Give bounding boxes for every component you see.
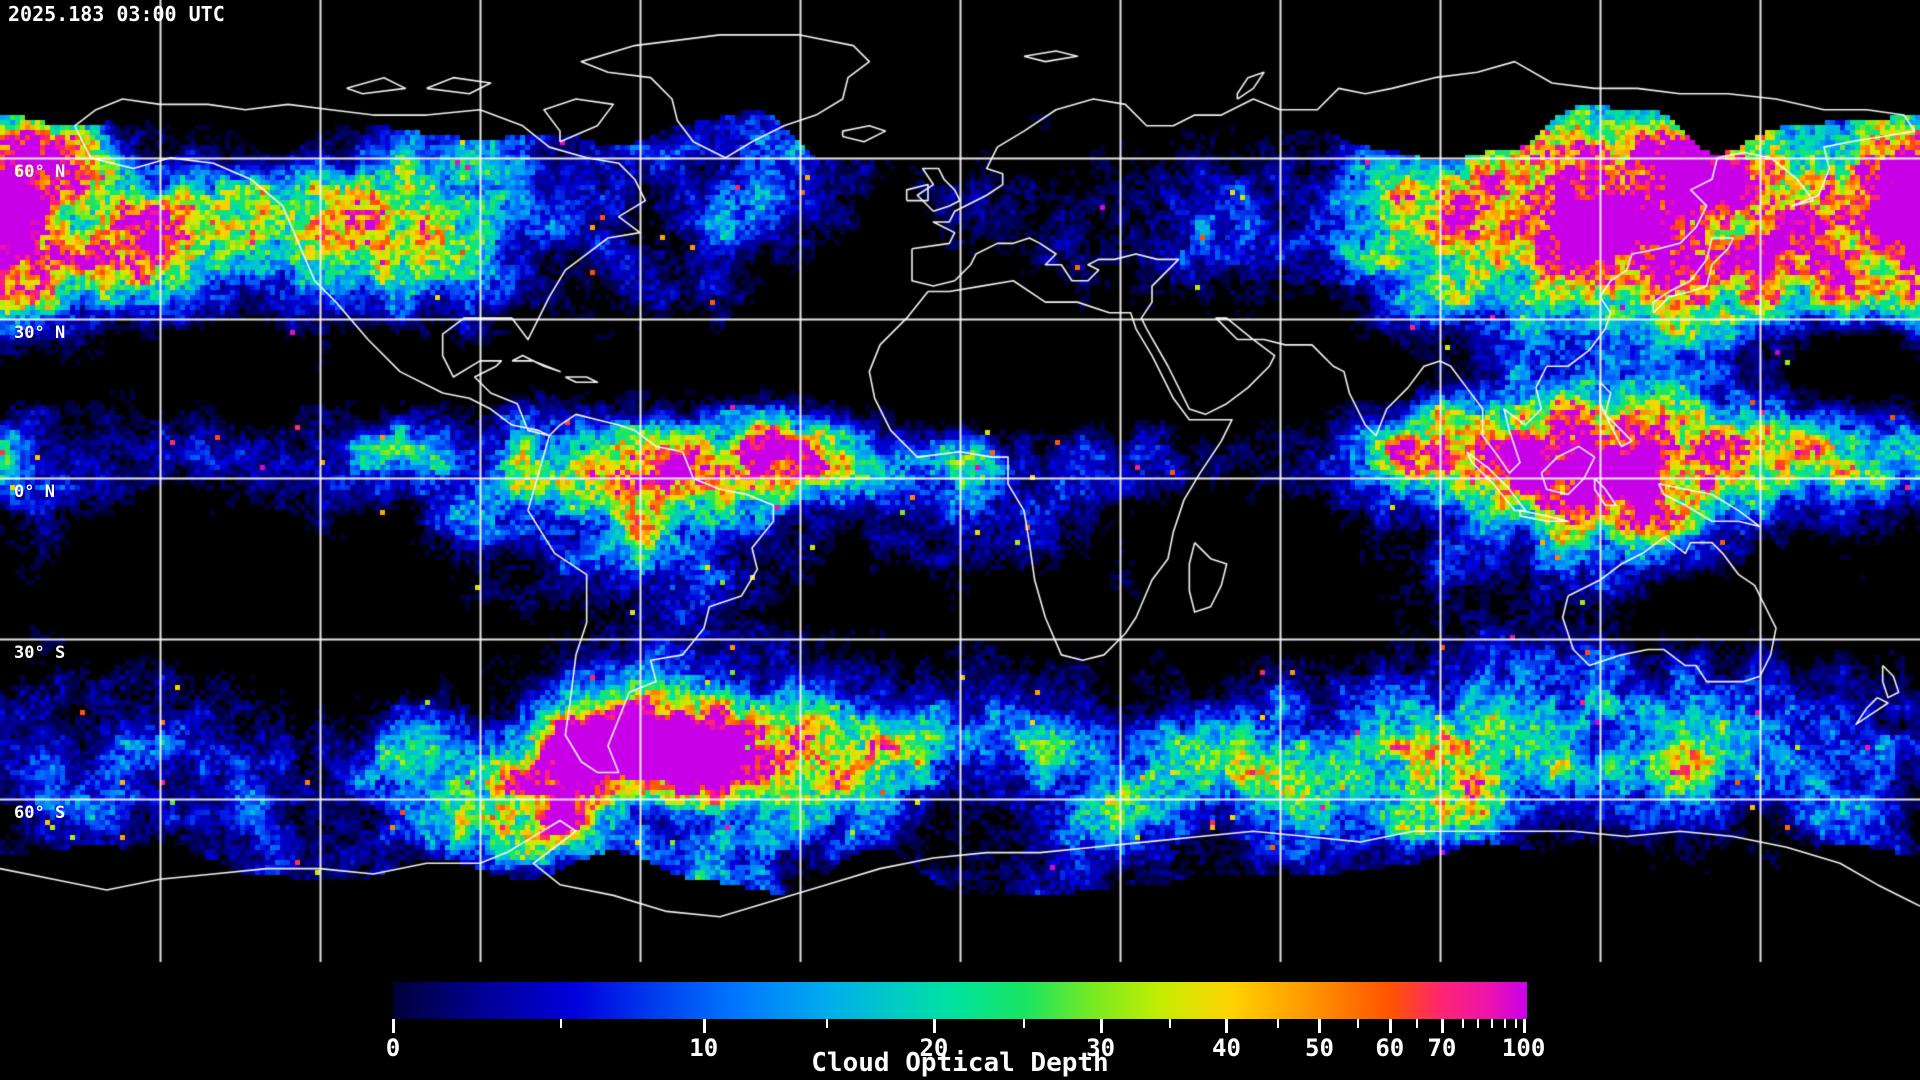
colorbar-tick-major (1440, 1019, 1444, 1033)
colorbar-tick-minor (1022, 1019, 1025, 1028)
colorbar-tick-minor (1462, 1019, 1465, 1028)
colorbar-tick-minor (1477, 1019, 1480, 1028)
colorbar-tick-label: 70 (1427, 1034, 1457, 1062)
cloud-optical-depth-map (0, 0, 1920, 965)
colorbar-tick-label: 30 (1086, 1034, 1116, 1062)
lat-label-60n: 60° N (14, 162, 66, 182)
colorbar-title: Cloud Optical Depth (811, 1048, 1109, 1078)
colorbar-tick-major (702, 1019, 706, 1033)
colorbar-tick-major (1318, 1019, 1322, 1033)
colorbar-tick-major (392, 1019, 395, 1033)
colorbar-tick-major (1225, 1019, 1229, 1033)
timestamp: 2025.183 03:00 UTC (8, 2, 225, 26)
colorbar-tick-minor (1504, 1019, 1507, 1028)
colorbar-tick-major (1099, 1019, 1103, 1033)
lat-label-30n: 30° N (14, 323, 66, 343)
colorbar (393, 982, 1527, 1019)
colorbar-tick-label: 0 (385, 1034, 401, 1062)
colorbar-tick-minor (826, 1019, 829, 1028)
colorbar-tick-label: 60 (1375, 1034, 1405, 1062)
lat-label-30s: 30° S (14, 643, 66, 663)
colorbar-tick-minor (1490, 1019, 1493, 1028)
lat-label-60s: 60° S (14, 803, 66, 823)
colorbar-tick-label: 20 (919, 1034, 949, 1062)
colorbar-tick-major (1522, 1019, 1526, 1033)
colorbar-tick-minor (1168, 1019, 1171, 1028)
colorbar-tick-minor (559, 1019, 562, 1028)
colorbar-tick-minor (1276, 1019, 1279, 1028)
colorbar-gradient (393, 982, 1527, 1019)
colorbar-tick-minor (1357, 1019, 1360, 1028)
colorbar-tick-major (1388, 1019, 1392, 1033)
colorbar-tick-label: 10 (689, 1034, 719, 1062)
colorbar-tick-minor (1416, 1019, 1418, 1028)
lat-label-0n: 0° N (14, 482, 55, 502)
colorbar-tick-minor (1514, 1019, 1517, 1028)
colorbar-tick-label: 50 (1305, 1034, 1334, 1062)
colorbar-tick-label: 40 (1212, 1034, 1241, 1062)
colorbar-tick-label: 100 (1501, 1034, 1546, 1062)
colorbar-tick-major (932, 1019, 936, 1033)
